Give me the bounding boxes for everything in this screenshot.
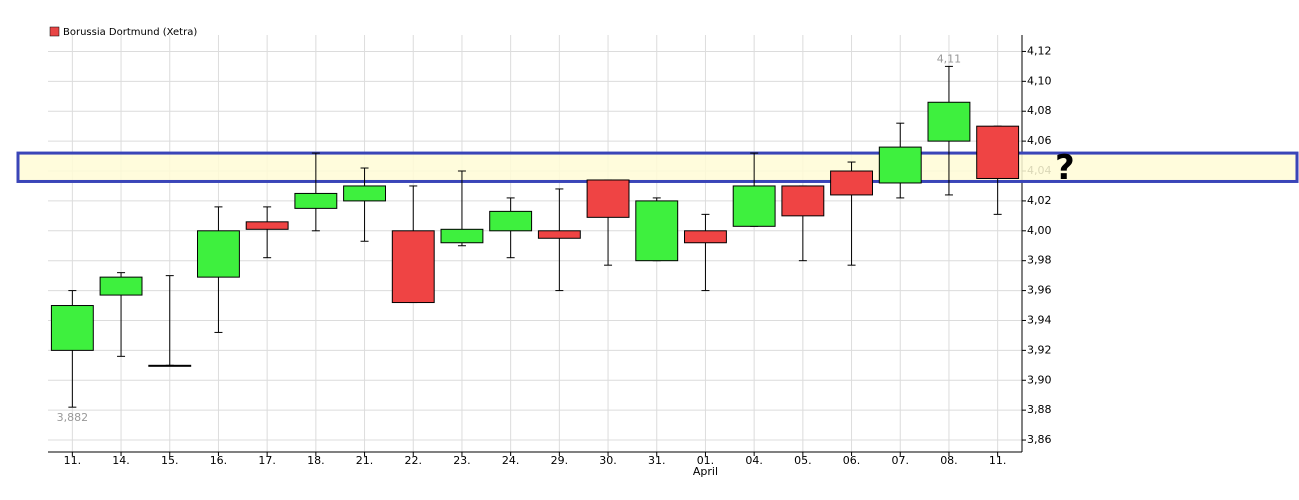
x-tick-label: 24. <box>502 454 520 467</box>
candle-body <box>343 185 386 202</box>
x-tick-label: 08. <box>940 454 958 467</box>
candle-body <box>148 364 192 367</box>
legend-label: Borussia Dortmund (Xetra) <box>63 27 197 38</box>
x-tick-label: 16. <box>210 454 228 467</box>
candle-body <box>489 210 533 232</box>
candle-body <box>245 221 289 230</box>
x-tick-label: 31. <box>648 454 666 467</box>
highlight-label: ? <box>1055 148 1075 188</box>
y-tick-label: 3,98 <box>1027 254 1052 267</box>
y-tick-label: 3,86 <box>1027 433 1052 446</box>
legend-swatch <box>49 26 60 37</box>
candle-body <box>976 125 1020 179</box>
x-tick-label: 01. <box>697 454 715 467</box>
x-tick-label: 05. <box>794 454 812 467</box>
y-tick-label: 4,12 <box>1027 44 1052 57</box>
candle-body <box>878 146 922 184</box>
x-tick-label: 17. <box>258 454 276 467</box>
x-tick-label: 04. <box>745 454 763 467</box>
candle-body <box>50 305 94 351</box>
candle-body <box>391 230 435 304</box>
x-tick-label: 18. <box>307 454 325 467</box>
y-tick-label: 3,88 <box>1027 403 1052 416</box>
candle-body <box>586 179 630 218</box>
candle-body <box>635 200 679 262</box>
y-tick-label: 3,90 <box>1027 373 1052 386</box>
y-tick-label: 3,92 <box>1027 343 1052 356</box>
x-tick-label: 15. <box>161 454 179 467</box>
candle-body <box>684 230 727 244</box>
x-tick-label: 29. <box>551 454 569 467</box>
x-tick-label: 23. <box>453 454 471 467</box>
x-tick-label: 07. <box>892 454 910 467</box>
x-tick-label: 30. <box>599 454 617 467</box>
candle-body <box>927 101 971 142</box>
candle-body <box>537 230 581 239</box>
candle-body <box>440 228 484 244</box>
y-tick-label: 4,00 <box>1027 224 1052 237</box>
candle-body <box>781 185 825 217</box>
candle-body <box>294 192 338 209</box>
x-tick-label: 21. <box>356 454 374 467</box>
x-tick-label: 14. <box>112 454 130 467</box>
x-tick-label: 11. <box>64 454 82 467</box>
y-tick-label: 3,96 <box>1027 284 1052 297</box>
y-tick-label: 4,02 <box>1027 194 1052 207</box>
candle-body <box>197 230 240 278</box>
y-tick-label: 4,10 <box>1027 74 1052 87</box>
y-tick-label: 3,94 <box>1027 313 1052 326</box>
x-tick-label: 06. <box>843 454 861 467</box>
month-label: April <box>693 465 718 478</box>
highlight-band <box>16 151 1299 183</box>
y-tick-label: 4,08 <box>1027 104 1052 117</box>
candle-body <box>732 185 776 227</box>
x-tick-label: 11. <box>989 454 1007 467</box>
data-label: 3,882 <box>57 411 89 424</box>
candle-body <box>99 276 143 296</box>
x-tick-label: 22. <box>405 454 423 467</box>
data-label: 4,11 <box>937 52 962 65</box>
y-tick-label: 4,06 <box>1027 134 1052 147</box>
candle-body <box>830 170 873 196</box>
